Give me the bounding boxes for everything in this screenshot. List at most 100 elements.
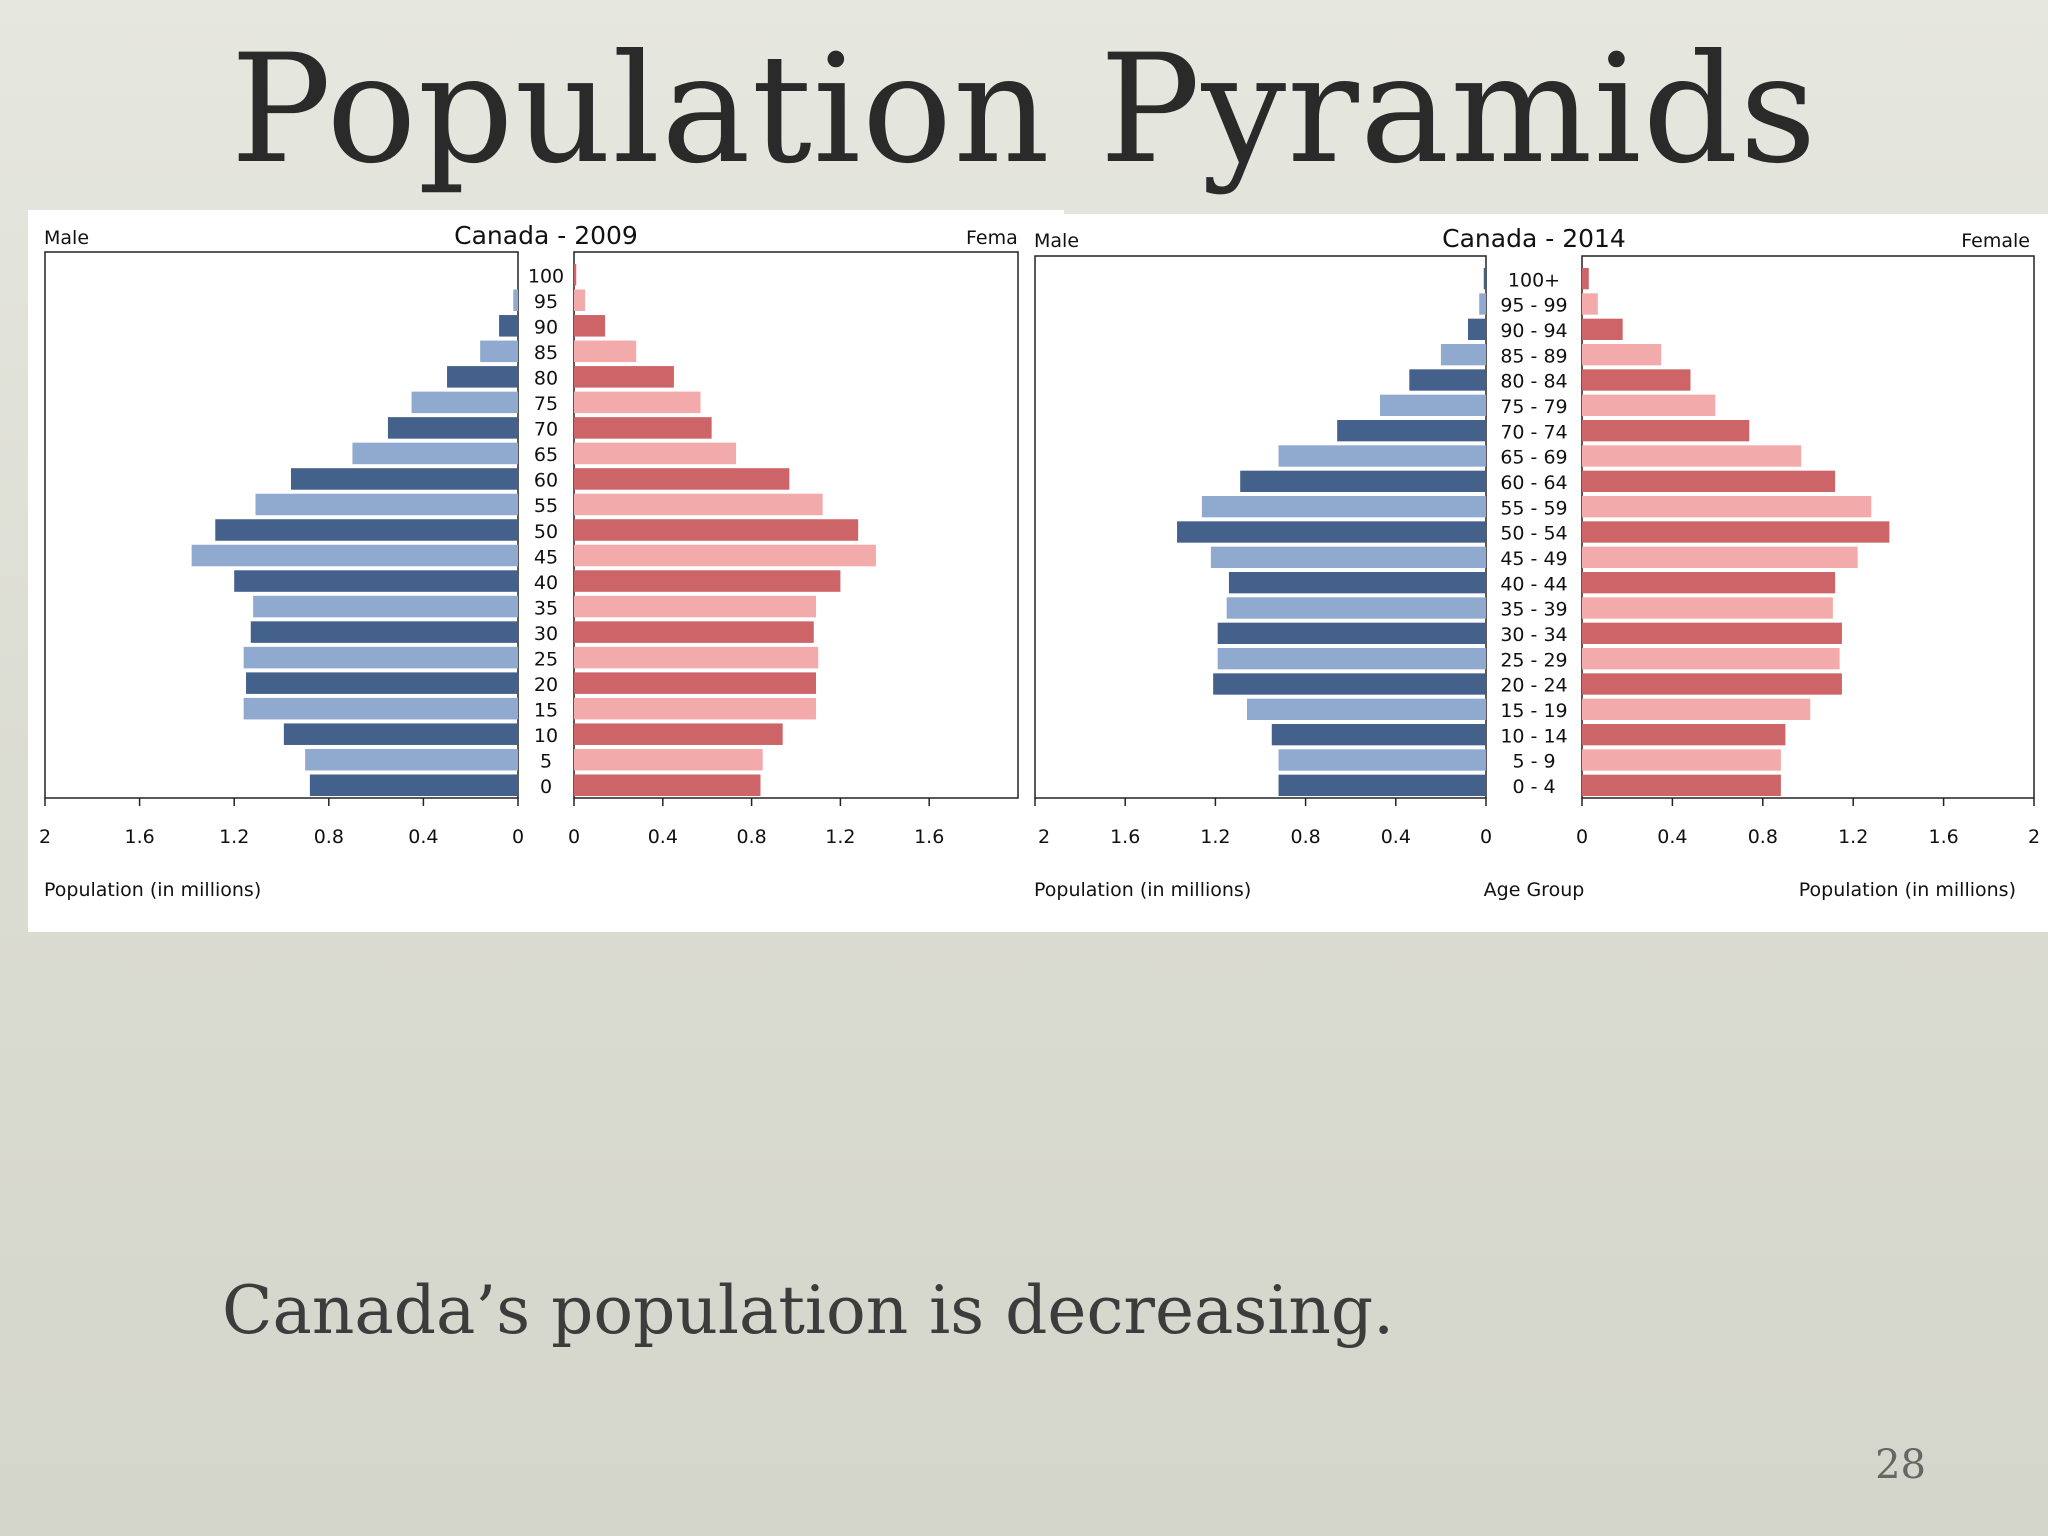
female-bar <box>1582 572 1836 594</box>
female-bar <box>1582 597 1833 619</box>
chart-title: Canada - 2014 <box>1442 224 1626 253</box>
x-tick-label: 0.4 <box>408 826 438 848</box>
age-group-label: 30 - 34 <box>1500 624 1567 646</box>
x-tick-label: 0 <box>1576 826 1588 848</box>
female-bar <box>574 621 814 643</box>
male-bar <box>1177 521 1486 543</box>
age-group-label: 70 <box>534 419 558 441</box>
female-bar <box>1582 749 1781 771</box>
female-bar <box>574 417 712 439</box>
female-bar <box>1582 673 1842 695</box>
age-group-label: 70 - 74 <box>1500 421 1567 443</box>
male-bar <box>352 442 518 465</box>
x-tick-label: 1.6 <box>1110 826 1140 848</box>
male-bar <box>513 289 518 312</box>
age-group-label: 20 - 24 <box>1500 675 1567 697</box>
age-group-label: 25 <box>534 648 558 670</box>
age-group-label: 55 - 59 <box>1500 497 1567 519</box>
female-bar <box>1582 318 1623 340</box>
male-bar <box>215 519 518 541</box>
male-bar <box>1271 724 1486 746</box>
female-bar <box>1582 698 1811 720</box>
age-group-label: 65 <box>534 444 558 466</box>
x-axis-label: Population (in millions) <box>1034 879 1251 901</box>
pyramid-2014-svg: Male Canada - 2014 Female 100+ 95 - 99 90 - 9… <box>1034 224 2040 901</box>
female-bar <box>1582 344 1662 366</box>
female-bar <box>1582 369 1691 391</box>
female-bar <box>574 264 577 286</box>
slide-caption: Canada’s population is decreasing. <box>222 1272 1395 1349</box>
age-group-label: 85 - 89 <box>1500 345 1567 367</box>
x-axis-label-right: Population (in millions) <box>1799 879 2016 901</box>
age-group-label: 60 <box>534 470 558 492</box>
age-group-label: 40 <box>534 572 558 594</box>
age-group-label: 0 <box>540 776 552 798</box>
female-bar <box>574 774 761 796</box>
slide-title: Population Pyramids <box>230 23 1818 197</box>
female-bar <box>574 442 737 465</box>
female-bar <box>1582 420 1750 442</box>
female-bar <box>574 468 790 490</box>
age-group-label: 100+ <box>1508 269 1560 291</box>
male-bar <box>243 646 518 669</box>
female-bar <box>1582 724 1786 746</box>
x-tick-label: 0.8 <box>1748 826 1778 848</box>
female-bar <box>574 289 586 312</box>
male-bar <box>1479 293 1486 315</box>
x-tick-label: 0.4 <box>1381 826 1411 848</box>
age-group-label: 25 - 29 <box>1500 649 1567 671</box>
male-bar <box>243 697 518 720</box>
female-label: Fema <box>966 227 1018 249</box>
male-bar <box>1483 268 1486 290</box>
female-bar <box>1582 293 1598 315</box>
male-bar <box>1217 622 1486 644</box>
age-group-label: 60 - 64 <box>1500 472 1567 494</box>
x-tick-label: 2 <box>39 826 51 848</box>
female-bar <box>574 519 859 541</box>
male-bar <box>1278 445 1486 467</box>
male-bar <box>246 672 518 694</box>
female-bar <box>574 366 674 388</box>
female-bar <box>1582 445 1802 467</box>
age-group-label: 5 - 9 <box>1512 751 1555 773</box>
age-group-label: 5 <box>540 750 552 772</box>
male-bar <box>1337 420 1486 442</box>
age-group-label: 95 - 99 <box>1500 295 1567 317</box>
male-bar <box>1226 597 1486 619</box>
male-bar <box>1246 698 1486 720</box>
age-group-label: 80 - 84 <box>1500 371 1567 393</box>
page-number: 28 <box>1875 1442 1926 1488</box>
age-group-label: 50 <box>534 521 558 543</box>
chart-title: Canada - 2009 <box>454 221 638 250</box>
x-tick-label: 1.2 <box>1838 826 1868 848</box>
male-bar <box>447 366 518 388</box>
center-axis-label: Age Group <box>1484 879 1585 901</box>
x-tick-label: 1.2 <box>219 826 249 848</box>
male-bar <box>1213 673 1486 695</box>
age-group-label: 45 <box>534 546 558 568</box>
x-tick-label: 1.2 <box>825 826 855 848</box>
female-bar <box>574 544 876 567</box>
age-group-label: 50 - 54 <box>1500 523 1567 545</box>
age-group-label: 45 - 49 <box>1500 548 1567 570</box>
x-tick-label: 2 <box>1038 826 1050 848</box>
male-bar <box>1409 369 1486 391</box>
age-group-label: 20 <box>534 674 558 696</box>
male-bar <box>499 315 518 337</box>
age-group-label: 10 <box>534 725 558 747</box>
female-bar <box>574 391 701 414</box>
female-bar <box>1582 521 1890 543</box>
female-bar <box>574 493 823 516</box>
male-bar <box>283 723 518 745</box>
age-group-label: 75 - 79 <box>1500 396 1567 418</box>
male-bar <box>253 595 518 618</box>
male-bar <box>255 493 519 516</box>
female-bar <box>1582 774 1781 796</box>
female-bar <box>574 646 819 669</box>
pyramid-chart-2014: Male Canada - 2014 Female 100+ 95 - 99 90 - 9… <box>1034 214 2048 932</box>
male-bar <box>290 468 518 490</box>
x-tick-label: 0.8 <box>736 826 766 848</box>
female-bar <box>1582 622 1842 644</box>
age-group-label: 75 <box>534 393 558 415</box>
female-bar <box>574 697 816 720</box>
